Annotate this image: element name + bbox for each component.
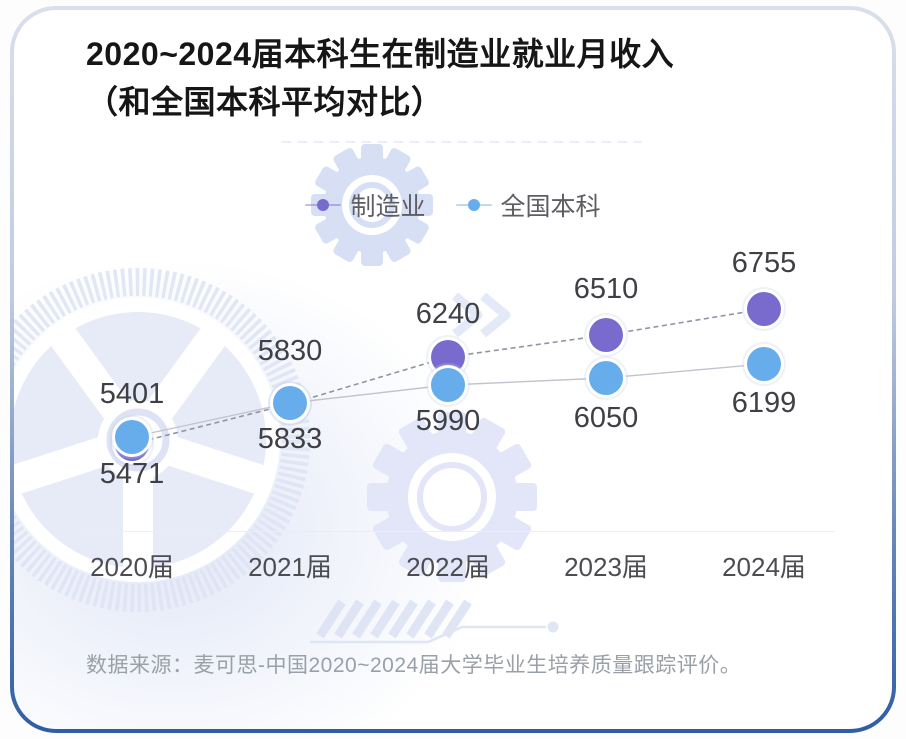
value-label-manufacturing-2022届: 6240 [415, 298, 481, 330]
value-label-manufacturing-2024届: 6755 [731, 247, 797, 279]
data-point-national-2022届 [431, 368, 465, 402]
value-label-national-2020届: 5401 [99, 378, 165, 410]
data-point-national-2024届 [747, 347, 781, 381]
data-point-manufacturing-2024届 [747, 292, 781, 326]
data-point-national-2021届 [273, 386, 307, 420]
data-point-national-2020届 [115, 420, 149, 454]
data-source-note: 数据来源：麦可思-中国2020~2024届大学毕业生培养质量跟踪评价。 [86, 654, 742, 677]
value-label-manufacturing-2021届: 5830 [257, 335, 323, 367]
x-axis-label-2021届: 2021届 [248, 552, 332, 582]
value-label-manufacturing-2020届: 5471 [99, 458, 165, 490]
x-axis-label-2023届: 2023届 [564, 552, 648, 582]
x-axis-label-2024届: 2024届 [722, 552, 806, 582]
value-label-manufacturing-2023届: 6510 [573, 273, 639, 305]
data-point-national-2023届 [589, 361, 623, 395]
line-chart: 5471 5830 6240 6510 6755 5401 5833 5990 6050 6199… [12, 8, 894, 731]
x-axis-line [74, 531, 834, 532]
card-background: 2020~2024届本科生在制造业就业月收入 （和全国本科平均对比） 制造业 全… [12, 8, 894, 731]
x-axis-label-2020届: 2020届 [90, 552, 174, 582]
value-label-national-2021届: 5833 [257, 423, 323, 455]
value-label-national-2022届: 5990 [415, 405, 481, 437]
value-label-national-2023届: 6050 [573, 402, 639, 434]
data-point-manufacturing-2023届 [589, 318, 623, 352]
x-axis-label-2022届: 2022届 [406, 552, 490, 582]
value-label-national-2024届: 6199 [731, 387, 797, 419]
